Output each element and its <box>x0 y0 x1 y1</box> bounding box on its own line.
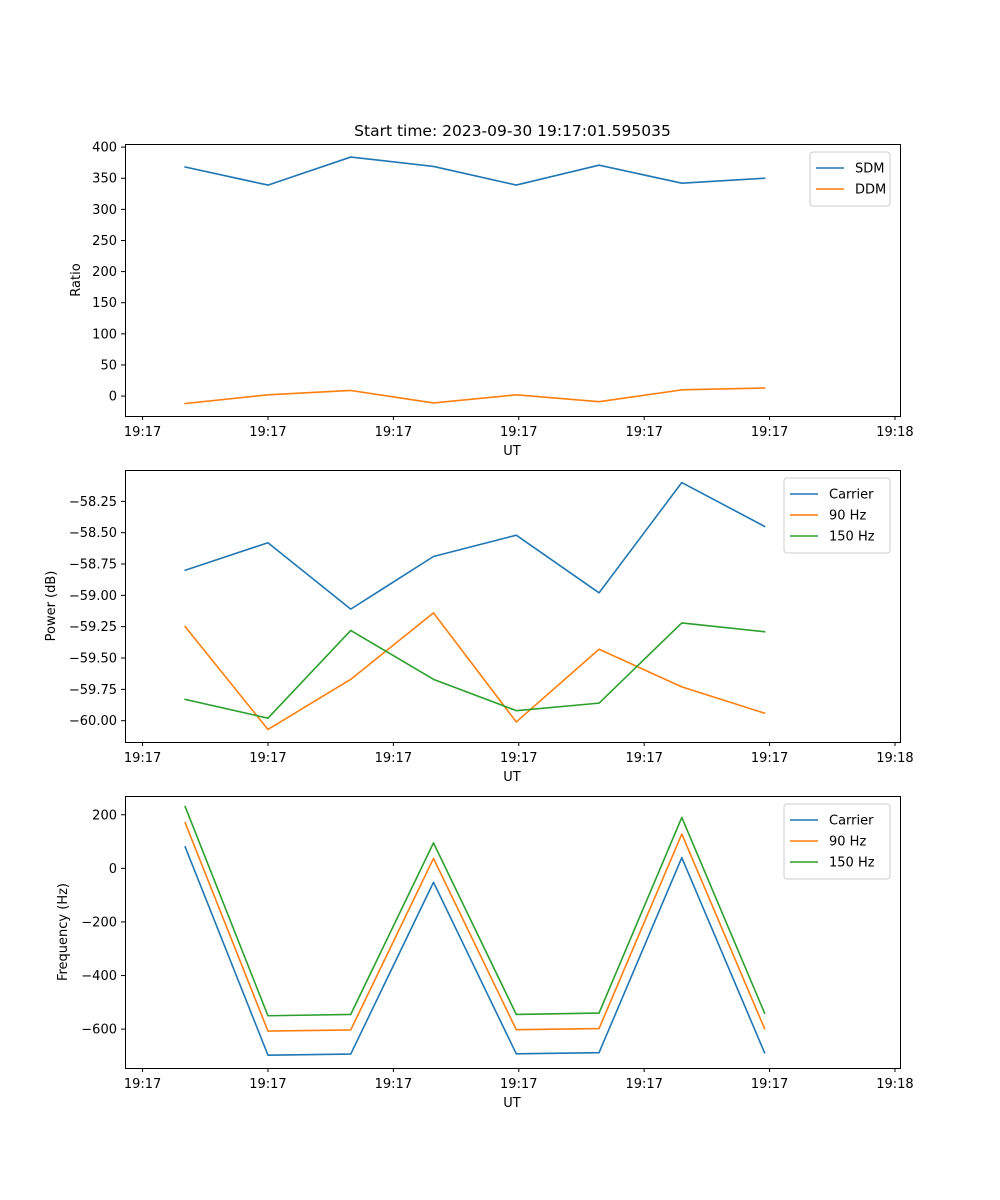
y-tick-label: 100 <box>92 327 117 342</box>
y-tick-label: 250 <box>92 234 117 249</box>
y-tick-label: 300 <box>92 203 117 218</box>
axes-frame <box>125 470 901 743</box>
x-tick-label: 19:17 <box>500 751 537 766</box>
x-tick-label: 19:17 <box>751 1077 788 1092</box>
y-tick-label: 200 <box>92 808 117 823</box>
y-tick-label: −58.75 <box>69 558 117 573</box>
y-tick-label: −59.75 <box>69 683 117 698</box>
series-line-90-hz <box>184 821 766 1032</box>
series-line-ddm <box>184 387 766 405</box>
y-axis-label: Ratio <box>69 263 84 296</box>
legend-label: 90 Hz <box>829 509 866 524</box>
y-tick-label: −59.00 <box>69 589 117 604</box>
plot-panel-2: −60.00 −59.75 −59.50 −59.25 −59.00 −58.75 −58.… <box>44 470 914 785</box>
y-tick-label: −59.50 <box>69 652 117 667</box>
y-tick-label: 0 <box>109 390 117 405</box>
x-axis-label: UT <box>503 1096 521 1111</box>
x-tick-label: 19:18 <box>876 425 913 440</box>
y-tick-label: 350 <box>92 172 117 187</box>
x-tick-label: 19:17 <box>751 751 788 766</box>
series-line-carrier <box>184 481 766 610</box>
x-tick-label: 19:18 <box>876 1077 913 1092</box>
legend-label: Carrier <box>829 814 874 829</box>
x-tick-label: 19:17 <box>124 1077 161 1092</box>
y-tick-label: 0 <box>109 862 117 877</box>
y-tick-label: −58.50 <box>69 526 117 541</box>
y-tick-label: −59.25 <box>69 620 117 635</box>
legend-label: SDM <box>855 162 884 177</box>
y-tick-label: 200 <box>92 265 117 280</box>
legend-box <box>809 151 891 207</box>
y-tick-label: −200 <box>81 915 117 930</box>
y-tick-label: 400 <box>92 141 117 156</box>
legend-box <box>783 477 891 554</box>
x-tick-label: 19:17 <box>625 751 662 766</box>
axes-frame <box>125 796 901 1069</box>
plot-panel-1: 0 50 100 150 200 250 300 350 400 19:17 19:17 19:17 1… <box>69 141 914 459</box>
x-tick-label: 19:17 <box>625 1077 662 1092</box>
x-tick-label: 19:17 <box>249 425 286 440</box>
x-tick-label: 19:17 <box>751 425 788 440</box>
legend-label: 150 Hz <box>829 530 875 545</box>
legend-label: 90 Hz <box>829 835 866 850</box>
series-line-150-hz <box>184 805 766 1017</box>
y-tick-label: −600 <box>81 1023 117 1038</box>
x-tick-label: 19:17 <box>375 425 412 440</box>
x-axis-label: UT <box>503 770 521 785</box>
x-tick-label: 19:17 <box>500 425 537 440</box>
legend: Carrier 90 Hz 150 Hz <box>783 477 891 554</box>
x-tick-label: 19:17 <box>375 1077 412 1092</box>
y-tick-label: −58.25 <box>69 495 117 510</box>
y-axis-label: Power (dB) <box>44 571 59 642</box>
x-tick-label: 19:17 <box>124 425 161 440</box>
x-tick-label: 19:17 <box>625 425 662 440</box>
legend-label: Carrier <box>829 488 874 503</box>
x-tick-label: 19:18 <box>876 751 913 766</box>
x-tick-label: 19:17 <box>249 751 286 766</box>
axes-frame <box>125 144 901 417</box>
legend-label: 150 Hz <box>829 856 875 871</box>
legend-label: DDM <box>855 183 886 198</box>
plot-panel-3: −600 −400 −200 0 200 19:17 19:17 19:17 19:17 19:1… <box>56 796 914 1111</box>
x-tick-label: 19:17 <box>249 1077 286 1092</box>
y-axis-label: Frequency (Hz) <box>56 883 71 981</box>
series-line-90-hz <box>184 612 766 731</box>
x-tick-label: 19:17 <box>375 751 412 766</box>
x-tick-label: 19:17 <box>124 751 161 766</box>
legend: SDM DDM <box>809 151 891 207</box>
y-tick-label: −400 <box>81 969 117 984</box>
y-tick-label: 150 <box>92 296 117 311</box>
series-line-150-hz <box>184 622 766 719</box>
legend-box <box>783 803 891 880</box>
y-tick-label: 50 <box>100 358 117 373</box>
x-tick-label: 19:17 <box>500 1077 537 1092</box>
x-axis-label: UT <box>503 444 521 459</box>
series-line-carrier <box>184 845 766 1056</box>
y-tick-label: −60.00 <box>69 714 117 729</box>
series-line-sdm <box>184 156 766 186</box>
legend: Carrier 90 Hz 150 Hz <box>783 803 891 880</box>
figure-title: Start time: 2023-09-30 19:17:01.595035 <box>354 122 671 140</box>
